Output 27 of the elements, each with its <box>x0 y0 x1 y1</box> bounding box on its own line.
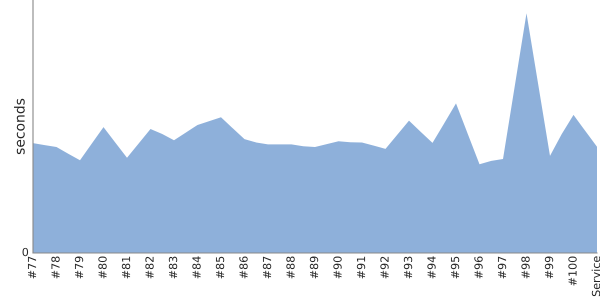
x-tick-label: #99 <box>544 256 554 278</box>
x-tick-label: #87 <box>262 256 272 278</box>
x-tick-label: #79 <box>74 256 84 278</box>
x-tick-label: #86 <box>239 256 248 278</box>
x-tick-label: #93 <box>404 256 412 278</box>
x-tick-label: #97 <box>498 256 506 278</box>
x-tick-label: #91 <box>356 256 366 278</box>
x-tick-label: #89 <box>310 256 318 278</box>
x-tick-label: Service <box>592 256 600 296</box>
x-tick-label: #90 <box>333 256 342 278</box>
x-tick-label: #83 <box>168 256 178 278</box>
x-tick-label: #80 <box>98 256 107 278</box>
x-tick-label: #96 <box>474 256 483 278</box>
y-axis-title: seconds <box>14 98 25 154</box>
x-tick-label: #78 <box>51 256 60 278</box>
x-tick-label: #82 <box>145 256 154 278</box>
x-tick-label: #81 <box>122 256 130 278</box>
x-tick-label: #84 <box>192 256 201 278</box>
x-tick-label: #88 <box>286 256 295 278</box>
x-tick-label: #94 <box>427 256 436 278</box>
x-tick-label: #85 <box>216 256 224 278</box>
text: 0 <box>22 248 28 256</box>
x-tick-label: #95 <box>450 256 460 278</box>
x-tick-label: #100 <box>568 256 577 286</box>
x-tick-label: #77 <box>28 256 36 278</box>
x-tick-label: #98 <box>521 256 530 278</box>
x-tick-label: #92 <box>380 256 389 278</box>
